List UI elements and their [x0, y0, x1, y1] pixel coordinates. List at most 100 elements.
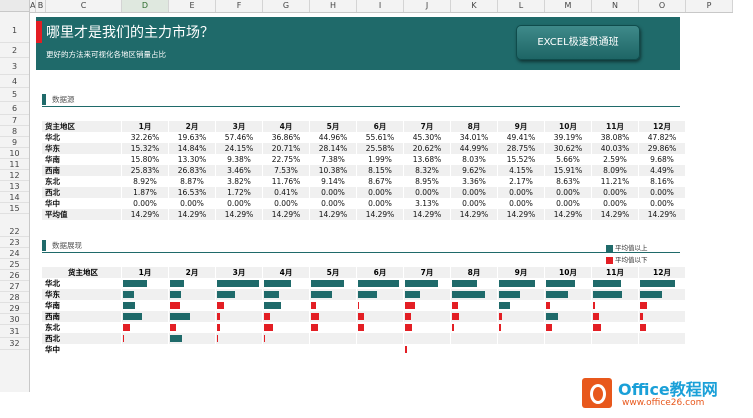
data-bar — [170, 335, 182, 342]
row-header[interactable]: 31 — [0, 325, 29, 338]
column-header[interactable]: D — [122, 0, 169, 12]
viz-cell — [121, 278, 169, 289]
table-cell-value: 8.95% — [403, 176, 451, 187]
column-header[interactable]: H — [310, 0, 357, 12]
column-header[interactable]: M — [545, 0, 592, 12]
viz-row: 西北 — [42, 333, 686, 344]
data-bar — [170, 313, 190, 320]
row-header[interactable]: 9 — [0, 137, 29, 148]
table-cell-value: 0.00% — [591, 187, 639, 198]
row-header[interactable]: 26 — [0, 270, 29, 281]
viz-cell — [591, 311, 639, 322]
viz-cell — [356, 311, 404, 322]
row-header[interactable]: 2 — [0, 43, 29, 58]
row-header[interactable]: 23 — [0, 237, 29, 248]
column-header[interactable]: B — [36, 0, 46, 12]
data-bar — [264, 302, 281, 309]
table-cell-value: 3.13% — [403, 198, 451, 209]
data-bar — [499, 302, 510, 309]
viz-cell — [403, 300, 451, 311]
table-cell-value: 3.36% — [450, 176, 498, 187]
data-bar — [170, 324, 176, 331]
column-header[interactable]: J — [404, 0, 451, 12]
column-header[interactable]: L — [498, 0, 545, 12]
row-header[interactable]: 11 — [0, 159, 29, 170]
row-header[interactable]: 24 — [0, 248, 29, 259]
row-header[interactable]: 29 — [0, 303, 29, 314]
column-header[interactable]: A — [30, 0, 36, 12]
row-header[interactable]: 7 — [0, 115, 29, 126]
data-bar — [593, 313, 599, 320]
row-header[interactable]: 5 — [0, 88, 29, 102]
row-header[interactable]: 15 — [0, 203, 29, 214]
viz-header-month: 7月 — [403, 267, 451, 278]
row-header[interactable]: 14 — [0, 192, 29, 203]
column-header[interactable]: I — [357, 0, 404, 12]
row-header[interactable]: 10 — [0, 148, 29, 159]
table-header-month: 11月 — [591, 121, 639, 132]
row-header[interactable]: 1 — [0, 18, 29, 43]
watermark: Office教程网 www.office26.com — [582, 374, 747, 414]
column-header[interactable]: E — [169, 0, 216, 12]
data-bar — [217, 335, 218, 342]
viz-header-month: 10月 — [544, 267, 592, 278]
course-button[interactable]: EXCEL极速贯通班 — [516, 25, 640, 60]
table-cell-value: 39.19% — [544, 132, 592, 143]
column-header[interactable]: N — [592, 0, 639, 12]
table-header-month: 7月 — [403, 121, 451, 132]
table-row: 西北 1.87% 16.53% 1.72% 0.41% 0.00% 0.00% 0.00% 0.… — [42, 187, 686, 198]
viz-cell — [403, 322, 451, 333]
column-header[interactable]: G — [263, 0, 310, 12]
row-header[interactable]: 22 — [0, 227, 29, 237]
table-cell-value: 28.14% — [309, 143, 357, 154]
viz-header-month: 11月 — [591, 267, 639, 278]
row-header[interactable]: 25 — [0, 259, 29, 270]
viz-cell — [638, 322, 686, 333]
table-row: 华北 32.26% 19.63% 57.46% 36.86% 44.96% 55.61% 45… — [42, 132, 686, 143]
data-bar — [452, 291, 485, 298]
data-bar — [499, 313, 502, 320]
viz-header-month: 1月 — [121, 267, 169, 278]
table-cell-value: 14.29% — [309, 209, 357, 220]
table-cell-value: 5.66% — [544, 154, 592, 165]
row-header[interactable]: 3 — [0, 58, 29, 75]
table-cell-value: 25.58% — [356, 143, 404, 154]
column-header[interactable]: O — [639, 0, 686, 12]
data-bar — [170, 302, 180, 309]
viz-cell — [638, 344, 686, 355]
column-header[interactable]: C — [46, 0, 122, 12]
viz-cell — [215, 300, 263, 311]
viz-header-month: 8月 — [450, 267, 498, 278]
row-header[interactable]: 6 — [0, 102, 29, 115]
table-cell-value: 9.38% — [215, 154, 263, 165]
viz-cell — [403, 333, 451, 344]
table-cell-value: 0.00% — [497, 187, 545, 198]
legend-label-below: 平均值以下 — [615, 256, 648, 264]
table-cell-value: 19.63% — [168, 132, 216, 143]
data-bar — [546, 291, 568, 298]
table-cell-value: 11.21% — [591, 176, 639, 187]
column-header[interactable]: F — [216, 0, 263, 12]
row-header[interactable]: 8 — [0, 126, 29, 137]
viz-cell — [168, 289, 216, 300]
viz-cell — [403, 278, 451, 289]
row-header[interactable]: 4 — [0, 75, 29, 88]
viz-cell-region: 华北 — [42, 278, 122, 289]
row-header[interactable]: 13 — [0, 181, 29, 192]
row-header[interactable]: 28 — [0, 292, 29, 303]
row-header[interactable]: 30 — [0, 314, 29, 325]
row-header[interactable]: 27 — [0, 281, 29, 292]
table-cell-value: 4.49% — [638, 165, 686, 176]
table-cell-value: 9.62% — [450, 165, 498, 176]
viz-cell — [121, 300, 169, 311]
column-header[interactable]: K — [451, 0, 498, 12]
select-all-corner[interactable] — [0, 0, 30, 12]
viz-cell — [450, 311, 498, 322]
viz-cell — [215, 311, 263, 322]
table-cell-value: 24.15% — [215, 143, 263, 154]
data-table: 货主地区 1月 2月 3月 4月 5月 6月 7月 8月 9月 10月 11月 12月 华北 32.26% 1… — [42, 121, 686, 220]
table-cell-value: 0.00% — [497, 198, 545, 209]
column-header[interactable]: P — [686, 0, 733, 12]
row-header[interactable]: 32 — [0, 338, 29, 350]
row-header[interactable]: 12 — [0, 170, 29, 181]
